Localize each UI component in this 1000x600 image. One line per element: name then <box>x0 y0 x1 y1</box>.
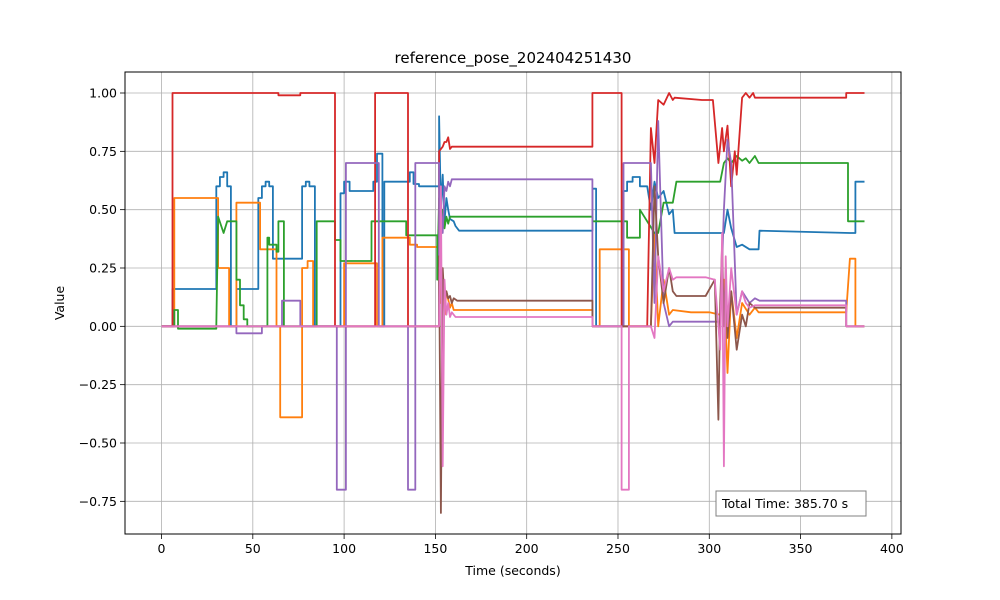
series-line-6 <box>161 185 865 514</box>
x-tick-label: 300 <box>697 541 721 556</box>
y-tick-label: −0.75 <box>79 494 117 509</box>
x-axis-title: Time (seconds) <box>464 563 560 578</box>
y-tick-label: 1.00 <box>89 86 117 101</box>
x-tick-label: 250 <box>606 541 630 556</box>
x-tick-label: 100 <box>332 541 356 556</box>
series-line-5 <box>161 120 865 491</box>
x-tick-label: 400 <box>880 541 904 556</box>
chart-title: reference_pose_202404251430 <box>395 49 632 68</box>
y-axis-title: Value <box>52 286 67 321</box>
series-line-1 <box>161 115 865 328</box>
x-tick-label: 150 <box>423 541 447 556</box>
y-tick-label: 0.00 <box>89 319 117 334</box>
y-tick-label: 0.50 <box>89 202 117 217</box>
y-tick-label: −0.25 <box>79 377 117 392</box>
series-lines <box>161 92 865 514</box>
annotation-box <box>715 490 867 517</box>
x-tick-label: 200 <box>515 541 539 556</box>
x-tick-label: 0 <box>158 541 166 556</box>
annotation-text: Total Time: 385.70 s <box>721 496 848 511</box>
series-line-3 <box>161 155 865 330</box>
plot-frame <box>124 71 902 535</box>
total-time-annotation: Total Time: 385.70 s <box>715 490 867 517</box>
y-tick-label: 0.25 <box>89 261 117 276</box>
x-tick-label: 350 <box>789 541 813 556</box>
y-tick-label: −0.50 <box>79 436 117 451</box>
series-line-7 <box>161 185 865 491</box>
y-tick-label: 0.75 <box>89 144 117 159</box>
x-tick-label: 50 <box>245 541 261 556</box>
axis-ticks: 0 50 100 150 200 250 300 350 400 −0.75 −0.50 −0.25 0… <box>79 86 904 557</box>
